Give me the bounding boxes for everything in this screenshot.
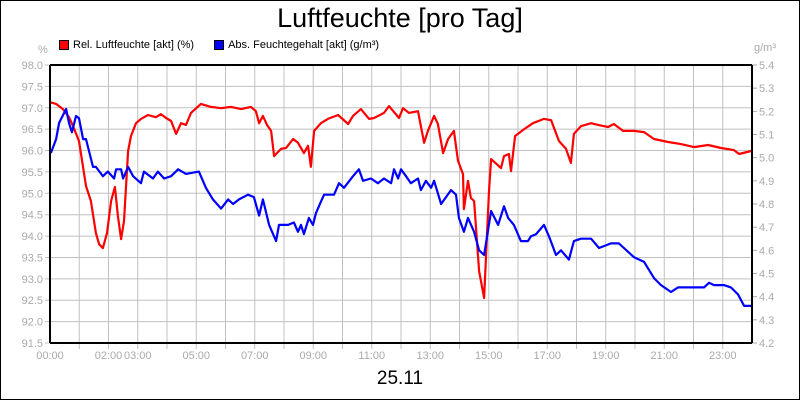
y-right-tick-label: 5.3 <box>759 83 774 95</box>
legend-label: Abs. Feuchtegehalt [akt] (g/m³) <box>228 39 380 51</box>
y-right-tick-label: 5.1 <box>759 130 774 142</box>
legend-swatch-red <box>59 40 69 50</box>
y-right-tick-label: 4.5 <box>759 269 774 281</box>
x-tick-label: 21:00 <box>650 350 678 362</box>
y-left-tick-label: 94.5 <box>22 210 43 222</box>
x-tick-label: 05:00 <box>182 350 210 362</box>
y-right-tick-label: 5.0 <box>759 153 774 165</box>
y-right-tick-label: 4.2 <box>759 338 774 350</box>
y-right-tick-label: 4.7 <box>759 222 774 234</box>
y-right-tick-label: 4.3 <box>759 315 774 327</box>
legend: Rel. Luftfeuchte [akt] (%) Abs. Feuchteg… <box>59 39 379 51</box>
x-tick-label: 03:00 <box>124 350 152 362</box>
series-line-rel-humidity <box>49 101 752 300</box>
y-left-tick-label: 97.0 <box>22 103 43 115</box>
y-right-tick-label: 4.8 <box>759 199 774 211</box>
x-tick-label: 13:00 <box>416 350 444 362</box>
chart-title: Luftfeuchte [pro Tag] <box>277 3 523 33</box>
y-right-tick-label: 5.2 <box>759 106 774 118</box>
date-label: 25.11 <box>376 368 424 389</box>
y-left-tick-label: 96.0 <box>22 146 43 158</box>
y-left-tick-label: 91.5 <box>22 338 43 350</box>
y-left-tick-label: 92.5 <box>22 295 43 307</box>
x-tick-label: 15:00 <box>475 350 503 362</box>
y-right-unit: g/m³ <box>754 42 776 54</box>
x-tick-label: 09:00 <box>299 350 327 362</box>
y-left-tick-label: 98.0 <box>22 60 43 72</box>
legend-label: Rel. Luftfeuchte [akt] (%) <box>73 39 195 51</box>
y-right-tick-label: 4.4 <box>759 292 774 304</box>
y-right-tick-label: 5.4 <box>759 60 774 72</box>
legend-swatch-blue <box>214 40 225 50</box>
legend-item-rel-humidity: Rel. Luftfeuchte [akt] (%) <box>59 39 194 51</box>
x-tick-label: 02:00 <box>95 350 123 362</box>
x-tick-label: 07:00 <box>241 350 269 362</box>
x-tick-label: 00:00 <box>36 350 64 362</box>
y-left-tick-label: 94.0 <box>22 231 43 243</box>
y-left-tick-label: 93.5 <box>22 252 43 264</box>
x-tick-label: 17:00 <box>533 350 561 362</box>
y-left-tick-label: 95.5 <box>22 167 43 179</box>
x-tick-label: 11:00 <box>358 350 385 362</box>
y-left-tick-label: 93.0 <box>22 274 43 286</box>
series-line-abs-humidity <box>49 107 752 307</box>
y-left-tick-label: 96.5 <box>22 124 43 136</box>
y-left-tick-label: 92.0 <box>22 317 43 329</box>
x-tick-label: 23:00 <box>709 350 737 362</box>
legend-item-abs-humidity: Abs. Feuchtegehalt [akt] (g/m³) <box>214 39 379 51</box>
y-right-tick-label: 4.9 <box>759 176 774 188</box>
y-left-tick-label: 95.0 <box>22 188 43 200</box>
x-tick-label: 19:00 <box>592 350 620 362</box>
y-right-tick-label: 4.6 <box>759 245 774 257</box>
y-left-unit: % <box>38 44 48 56</box>
y-left-tick-label: 97.5 <box>22 81 43 93</box>
